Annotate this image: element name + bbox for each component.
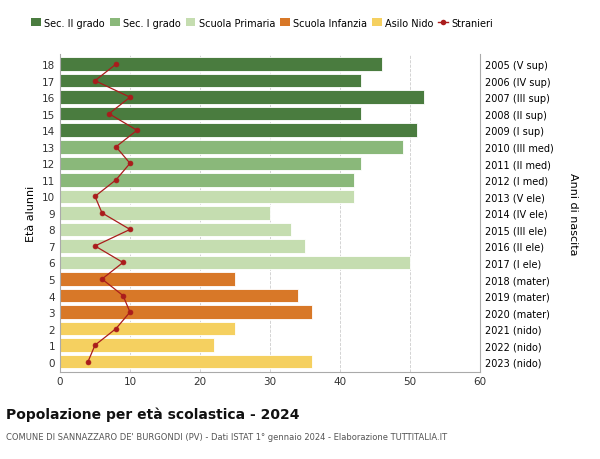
Bar bbox=[60, 240, 305, 253]
Bar bbox=[60, 339, 214, 352]
Bar bbox=[60, 157, 361, 171]
Y-axis label: Età alunni: Età alunni bbox=[26, 185, 37, 241]
Bar bbox=[60, 306, 312, 319]
Bar bbox=[60, 223, 291, 237]
Text: Popolazione per età scolastica - 2024: Popolazione per età scolastica - 2024 bbox=[6, 406, 299, 421]
Bar bbox=[60, 91, 424, 105]
Text: COMUNE DI SANNAZZARO DE' BURGONDI (PV) - Dati ISTAT 1° gennaio 2024 - Elaborazio: COMUNE DI SANNAZZARO DE' BURGONDI (PV) -… bbox=[6, 432, 447, 442]
Bar bbox=[60, 190, 354, 204]
Bar bbox=[60, 174, 354, 187]
Bar bbox=[60, 124, 417, 138]
Bar bbox=[60, 75, 361, 88]
Bar bbox=[60, 58, 382, 72]
Bar bbox=[60, 273, 235, 286]
Bar bbox=[60, 207, 270, 220]
Bar bbox=[60, 256, 410, 270]
Y-axis label: Anni di nascita: Anni di nascita bbox=[568, 172, 577, 255]
Bar bbox=[60, 141, 403, 154]
Bar bbox=[60, 355, 312, 369]
Legend: Sec. II grado, Sec. I grado, Scuola Primaria, Scuola Infanzia, Asilo Nido, Stran: Sec. II grado, Sec. I grado, Scuola Prim… bbox=[31, 19, 493, 29]
Bar bbox=[60, 289, 298, 302]
Bar bbox=[60, 108, 361, 121]
Bar bbox=[60, 322, 235, 336]
